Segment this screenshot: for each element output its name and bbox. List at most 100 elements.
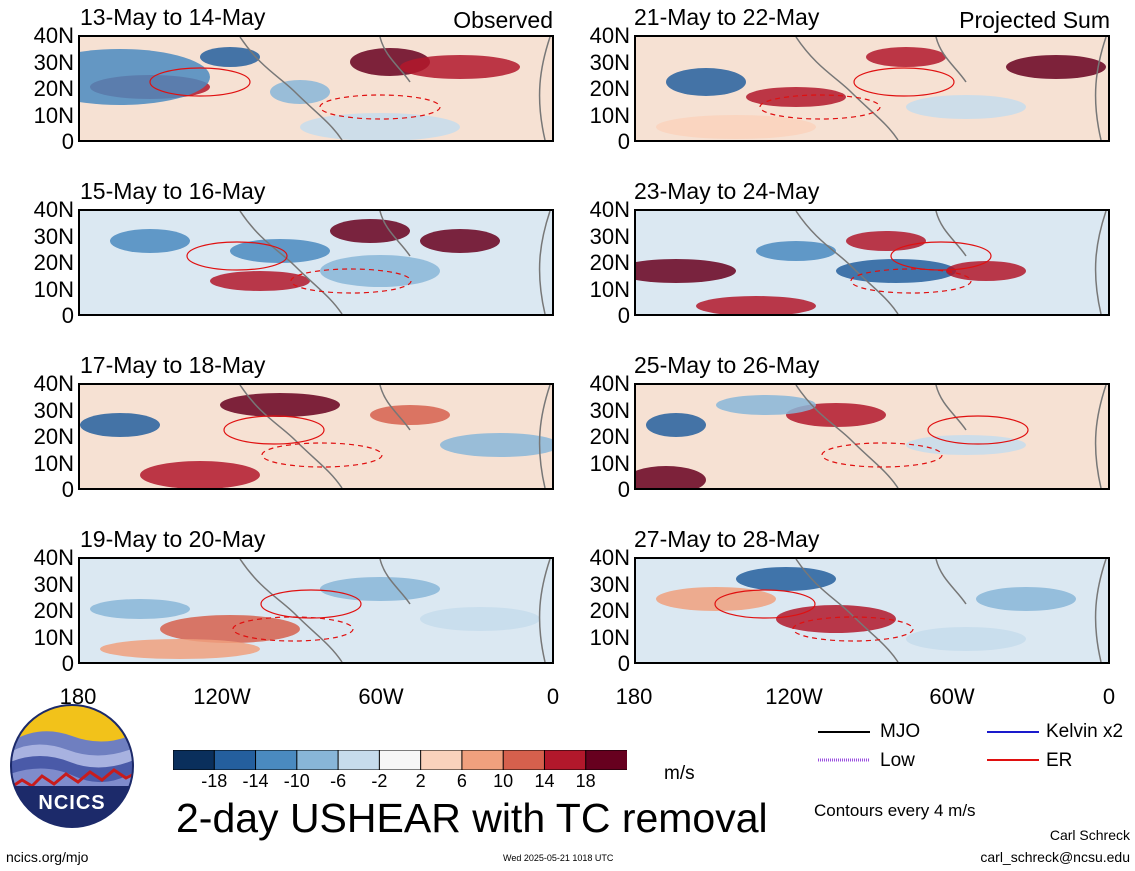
shear-field [636, 211, 1108, 314]
shear-field [636, 385, 1108, 488]
colorbar-swatch [213, 749, 257, 771]
lat-tick-label: 30N [33, 571, 74, 597]
lat-tick-label: 10N [589, 624, 630, 650]
lat-tick-label: 0 [617, 651, 630, 676]
colorbar-tick-label: 14 [534, 771, 555, 791]
panel-label-projected: Projected Sum [959, 7, 1110, 33]
shear-field [80, 211, 552, 314]
lat-tick-label: 10N [33, 450, 74, 476]
lon-tick-label: 0 [1102, 684, 1116, 709]
lat-tick-label: 0 [617, 303, 630, 328]
lat-tick-label: 20N [589, 250, 630, 275]
colorbar-tick-label: -18 [201, 771, 228, 791]
map-panel [634, 383, 1110, 490]
lat-tick-label: 10N [33, 276, 74, 302]
lat-tick-label: 0 [617, 129, 630, 154]
footer-author: Carl Schreck [1049, 827, 1130, 843]
colorbar-tick-label: 6 [456, 771, 467, 791]
panel-period-title: 15-May to 16-May [80, 178, 266, 204]
lon-tick-label: 120W [765, 684, 823, 709]
colorbar-tick-label: 10 [493, 771, 514, 791]
legend-er-label: ER [1046, 750, 1073, 771]
shear-field [80, 559, 552, 662]
lat-tick-label: 40N [33, 197, 74, 222]
lat-tick-label: 0 [61, 477, 74, 502]
lat-tick-label: 0 [61, 303, 74, 328]
map-panel [634, 557, 1110, 664]
colorbar-swatches [172, 749, 629, 771]
lat-tick-label: 10N [589, 450, 630, 476]
lon-tick-label: 120W [193, 684, 251, 709]
legend-line-samples-2 [987, 731, 1039, 761]
panel-label-observed: Observed [453, 7, 553, 33]
lat-tick-label: 20N [33, 424, 74, 449]
lat-tick-label: 10N [589, 276, 630, 302]
legend-kelvin-label: Kelvin x2 [1046, 721, 1124, 742]
lon-tick-label: 180 [615, 684, 653, 709]
colorbar-unit: m/s [664, 763, 695, 784]
colorbar-swatch [502, 749, 546, 771]
lat-tick-label: 30N [33, 397, 74, 423]
lat-tick-label: 30N [589, 223, 630, 249]
shear-field [636, 37, 1108, 140]
lon-tick-label: 60W [929, 684, 975, 709]
lon-tick-label: 0 [546, 684, 560, 709]
colorbar-tick-label: -6 [330, 771, 347, 791]
shear-field [636, 559, 1108, 662]
lat-tick-label: 0 [61, 651, 74, 676]
ncics-logo: NCICS [10, 704, 134, 828]
lat-tick-label: 40N [589, 371, 630, 396]
colorbar-swatch [585, 749, 629, 771]
figure-title: 2-day USHEAR with TC removal [176, 795, 768, 841]
panel-period-title: 25-May to 26-May [634, 352, 820, 378]
legend-line-samples [818, 731, 870, 762]
lat-tick-label: 20N [33, 250, 74, 275]
lat-tick-label: 20N [33, 76, 74, 101]
footer-url: ncics.org/mjo [6, 849, 89, 865]
lat-tick-label: 40N [33, 371, 74, 396]
lon-tick-label: 180 [59, 684, 97, 709]
map-panel [634, 209, 1110, 316]
map-panel [78, 35, 554, 142]
lat-tick-label: 10N [33, 102, 74, 128]
legend-low-label: Low [880, 750, 915, 771]
logo-text: NCICS [38, 792, 106, 814]
panel-period-title: 17-May to 18-May [80, 352, 266, 378]
lat-tick-label: 30N [589, 571, 630, 597]
lat-tick-label: 0 [617, 477, 630, 502]
lat-tick-label: 20N [33, 598, 74, 623]
footer-email: carl_schreck@ncsu.edu [980, 849, 1130, 865]
lat-tick-label: 40N [589, 197, 630, 222]
colorbar-swatch [296, 749, 340, 771]
map-panel [78, 209, 554, 316]
lat-tick-label: 10N [33, 624, 74, 650]
shear-field [80, 385, 552, 488]
colorbar-tick-labels: -18 -14 -10 -6 -2 2 6 10 14 18 [173, 772, 627, 794]
map-panel [634, 35, 1110, 142]
footer-timestamp: Wed 2025-05-21 1018 UTC [503, 853, 614, 863]
lat-tick-label: 10N [589, 102, 630, 128]
lat-tick-label: 30N [589, 49, 630, 75]
colorbar-tick-label: -14 [242, 771, 269, 791]
colorbar-swatch [543, 749, 587, 771]
colorbar-swatch [461, 749, 505, 771]
contour-interval-note: Contours every 4 m/s [814, 801, 976, 820]
colorbar-swatch [337, 749, 381, 771]
colorbar-tick-label: 2 [415, 771, 426, 791]
colorbar-tick-label: -2 [371, 771, 388, 791]
panel-period-title: 21-May to 22-May [634, 4, 820, 30]
map-panel [78, 557, 554, 664]
ncics-logo-graphic [10, 704, 134, 828]
lat-tick-label: 40N [33, 545, 74, 570]
lat-tick-label: 30N [33, 223, 74, 249]
lat-tick-label: 20N [589, 598, 630, 623]
lat-tick-label: 30N [589, 397, 630, 423]
shear-field [80, 37, 552, 140]
lat-tick-label: 40N [589, 23, 630, 48]
panel-period-title: 19-May to 20-May [80, 526, 266, 552]
lat-tick-label: 40N [33, 23, 74, 48]
panel-period-title: 23-May to 24-May [634, 178, 820, 204]
colorbar-tick-label: 18 [575, 771, 596, 791]
colorbar [172, 749, 629, 771]
map-panel [78, 383, 554, 490]
